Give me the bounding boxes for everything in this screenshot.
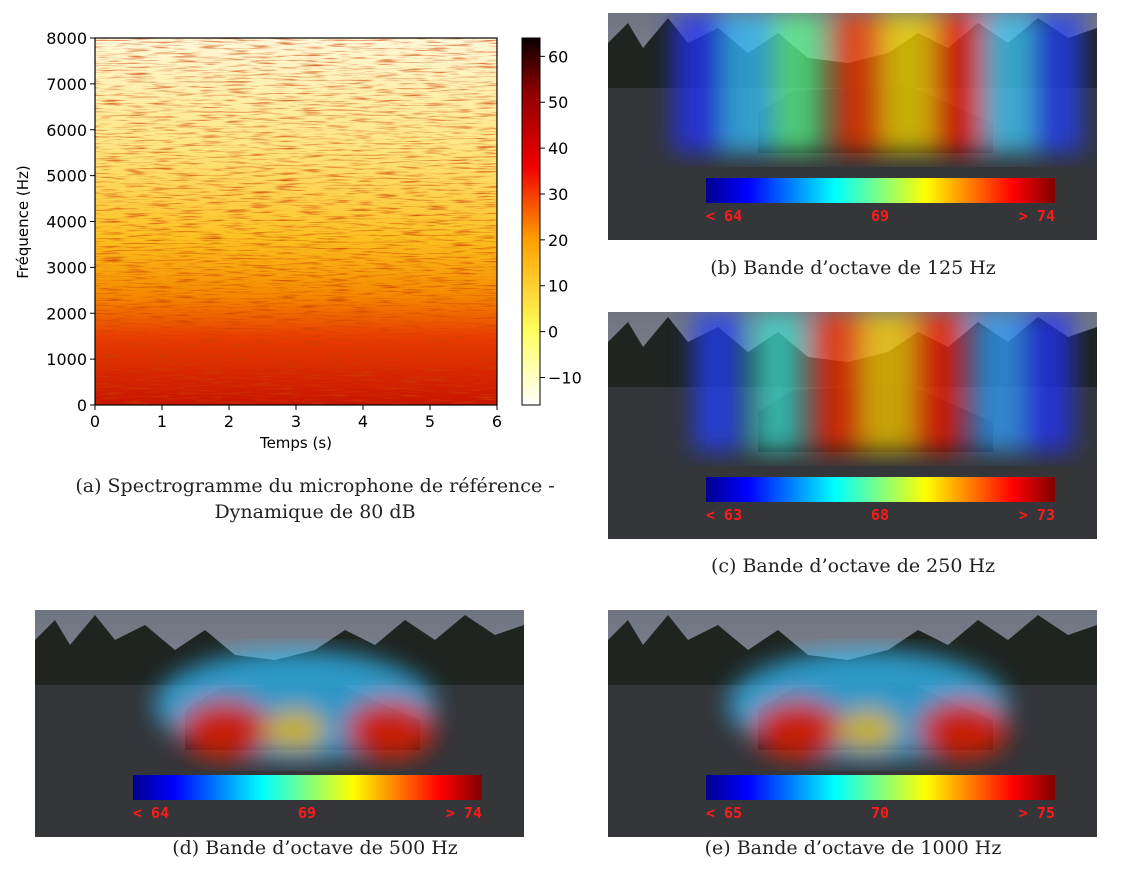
caption: (c) Bande d’octave de 250 Hz bbox=[711, 555, 995, 577]
heat-overlay bbox=[673, 13, 1083, 153]
heat-band bbox=[883, 13, 933, 153]
heat-blob bbox=[180, 700, 270, 760]
heat-band bbox=[673, 13, 723, 153]
colorbar-tick-label: 0 bbox=[548, 323, 558, 342]
colorbar-tick-label: −10 bbox=[548, 368, 582, 387]
acoustic-image: < 64 69 > 74 bbox=[608, 13, 1097, 240]
heat-band bbox=[983, 13, 1033, 153]
scale-label: 68 bbox=[871, 506, 889, 524]
heat-band bbox=[833, 13, 883, 153]
spectrogram-texture bbox=[95, 38, 497, 405]
heat-band bbox=[973, 312, 1023, 452]
y-tick-label: 6000 bbox=[46, 121, 87, 140]
heat-blob bbox=[918, 700, 1008, 760]
heat-band bbox=[933, 13, 983, 153]
x-tick-label: 1 bbox=[157, 412, 167, 431]
caption: Dynamique de 80 dB bbox=[214, 501, 415, 523]
scale-label: 69 bbox=[298, 804, 316, 822]
heat-blob bbox=[753, 700, 843, 760]
y-tick-label: 1000 bbox=[46, 350, 87, 369]
scale-label: 69 bbox=[871, 207, 889, 225]
scale-bar bbox=[133, 775, 482, 800]
x-tick-label: 4 bbox=[358, 412, 368, 431]
x-tick-label: 5 bbox=[425, 412, 435, 431]
y-axis-label: Fréquence (Hz) bbox=[14, 165, 32, 278]
photo bbox=[608, 312, 1097, 539]
acoustic-image: < 64 69 > 74 bbox=[35, 610, 524, 837]
heat-blob bbox=[265, 710, 325, 750]
heat-band bbox=[753, 312, 803, 452]
colorbar-tick-label: 40 bbox=[548, 139, 568, 158]
y-tick-label: 7000 bbox=[46, 75, 87, 94]
heat-blob bbox=[345, 700, 435, 760]
x-tick-label: 0 bbox=[90, 412, 100, 431]
y-tick-label: 0 bbox=[77, 396, 87, 415]
scale-bar bbox=[706, 477, 1055, 502]
colorbar-tick-label: 50 bbox=[548, 93, 568, 112]
y-tick-label: 5000 bbox=[46, 167, 87, 186]
scale-bar bbox=[706, 775, 1055, 800]
acoustic-image: < 63 68 > 73 bbox=[608, 312, 1097, 539]
caption: (b) Bande d’octave de 125 Hz bbox=[710, 257, 996, 279]
heat-band bbox=[693, 312, 743, 452]
scale-label: < 64 bbox=[133, 804, 169, 822]
x-tick-label: 6 bbox=[492, 412, 502, 431]
y-tick-label: 8000 bbox=[46, 29, 87, 48]
photo bbox=[608, 610, 1097, 837]
heat-band bbox=[813, 312, 863, 452]
colorbar-tick-label: 60 bbox=[548, 47, 568, 66]
y-tick-label: 4000 bbox=[46, 213, 87, 232]
scale-label: > 74 bbox=[446, 804, 482, 822]
scale-label: < 64 bbox=[706, 207, 742, 225]
caption: (a) Spectrogramme du microphone de référ… bbox=[75, 475, 554, 497]
caption: (d) Bande d’octave de 500 Hz bbox=[172, 837, 458, 859]
heat-overlay bbox=[155, 650, 435, 760]
acoustic-image: < 65 70 > 75 bbox=[608, 610, 1097, 837]
x-tick-label: 2 bbox=[224, 412, 234, 431]
photo bbox=[608, 13, 1097, 240]
scale-label: > 74 bbox=[1019, 207, 1055, 225]
scale-label: < 65 bbox=[706, 804, 742, 822]
colorbar bbox=[521, 37, 541, 406]
colorbar-tick-label: 30 bbox=[548, 185, 568, 204]
x-axis-label: Temps (s) bbox=[259, 434, 332, 452]
colorbar-tick-label: 10 bbox=[548, 277, 568, 296]
scale-label: > 73 bbox=[1019, 506, 1055, 524]
caption: (e) Bande d’octave de 1000 Hz bbox=[705, 837, 1002, 859]
heat-band bbox=[773, 13, 823, 153]
y-tick-label: 2000 bbox=[46, 304, 87, 323]
heat-overlay bbox=[728, 650, 1008, 760]
y-tick-label: 3000 bbox=[46, 258, 87, 277]
x-tick-label: 3 bbox=[291, 412, 301, 431]
scale-bar bbox=[706, 178, 1055, 203]
heat-band bbox=[1023, 312, 1073, 452]
heat-band bbox=[1033, 13, 1083, 153]
heat-overlay bbox=[693, 312, 1073, 452]
scale-label: > 75 bbox=[1019, 804, 1055, 822]
colorbar-tick-label: 20 bbox=[548, 231, 568, 250]
scale-label: < 63 bbox=[706, 506, 742, 524]
heat-band bbox=[913, 312, 963, 452]
spectrogram-panel: Temps (s) Fréquence (Hz) (a) Spectrogram… bbox=[14, 29, 582, 523]
heat-band bbox=[723, 13, 773, 153]
scale-label: 70 bbox=[871, 804, 889, 822]
heat-band bbox=[863, 312, 913, 452]
heat-blob bbox=[838, 710, 898, 750]
photo bbox=[35, 610, 524, 837]
